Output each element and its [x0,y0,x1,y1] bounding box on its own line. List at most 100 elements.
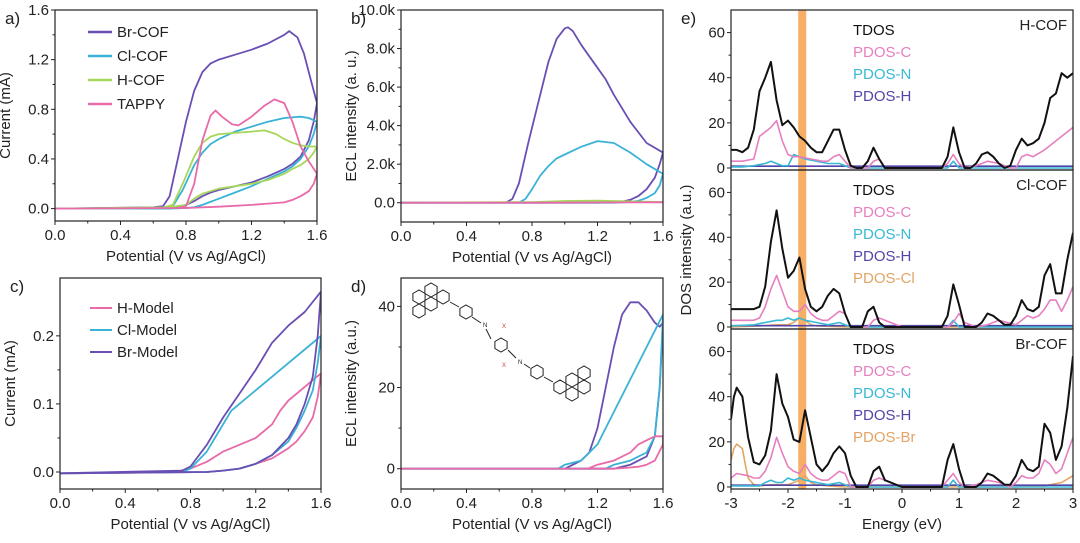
x-tick-label: 1.2 [587,495,608,512]
legend-label: Br-Model [117,344,178,361]
legend-label: PDOS-H [853,248,911,265]
panel-b: 0.0 0.4 0.8 1.2 1.6 0.0 2.0k 4.0k 6.0k 8.0k 10.0k P… [343,2,673,266]
y-tick-label: 60 [708,184,725,201]
x-axis-label: Potential (V vs Ag/AgCl) [452,249,612,266]
y-tick-label: 4.0k [367,118,396,135]
y-tick-label: 40 [708,70,725,87]
series-line-cl-model [401,313,663,470]
series-line-pdos-br [731,443,1073,488]
subplot-title: Cl-COF [1016,177,1067,194]
legend-label: PDOS-H [853,407,911,424]
y-axis-label: DOS intensity (a.u.) [678,185,695,316]
panel-label: e) [681,9,696,28]
y-tick-label: 0 [717,160,725,177]
x-tick-label: 1.6 [307,227,328,244]
x-tick-label: 1.6 [311,495,332,512]
series-line-br-cof [55,30,317,210]
benzene-ring [494,337,508,353]
y-axis-label: ECL intensity (a.u.) [343,320,360,447]
series-line-pdos-n [731,153,1073,169]
series-line-tdos [731,209,1073,328]
x-tick-label: 0.8 [522,228,543,245]
molecule-structure-inset: N X X N [412,282,591,402]
y-tick-label: 2.0k [367,156,396,173]
series-line-h-model [401,435,663,470]
y-tick-label: 0 [717,479,725,496]
series-line-h-cof [55,129,317,210]
series-line-pdos-c [731,119,1073,169]
x-tick-label: 0.8 [180,495,201,512]
x-tick-label: 1.6 [653,495,674,512]
series-line-pdos-n [731,477,1073,488]
benzene-ring [577,365,591,381]
plot-frame [59,277,322,490]
legend-label: PDOS-C [853,204,912,221]
y-tick-label: 0.4 [28,151,49,168]
bond [543,376,554,383]
legend-label: TDOS [853,341,895,358]
subplot-cl-cof: 0 20 40 60 Cl-COF TDOS PDOS-C PDOS-N PDOS-H PDOS-… [708,169,1074,336]
plot-frame [54,9,318,222]
x-tick-label: 0 [898,495,906,512]
y-axis-label: Current (mA) [0,72,14,159]
y-tick-label: 1.2 [28,52,49,69]
y-tick-label: 8.0k [367,41,396,58]
benzene-ring [577,379,591,395]
series-group [401,26,663,204]
series-group [731,355,1073,488]
benzene-ring [565,372,579,388]
series-line-br-model [401,301,663,470]
y-tick-label: 0.0 [28,201,49,218]
plot-frame [400,277,664,490]
panel-label: d) [351,277,366,296]
series-line-pdos-c [731,274,1073,328]
legend-label: H-COF [117,72,165,89]
series-group [731,209,1073,328]
nitrogen-label: N [518,360,522,366]
legend-label: PDOS-N [853,66,911,83]
y-tick-label: 40 [708,229,725,246]
legend-label: PDOS-C [853,44,912,61]
x-tick-label: 1.2 [587,228,608,245]
y-tick-label: 60 [708,344,725,361]
panel-label: c) [10,277,24,296]
x-axis-label: Potential (V vs Ag/AgCl) [110,516,270,533]
x-tick-label: 1.2 [245,495,266,512]
benzene-ring [530,364,544,380]
y-tick-label: 0.2 [33,328,54,345]
legend-label: PDOS-C [853,363,912,380]
y-tick-label: 60 [708,25,725,42]
x-tick-label: 1.6 [653,228,674,245]
series-line-tappy [55,98,317,210]
legend-label: H-Model [117,300,174,317]
subplot-br-cof: 0 20 40 60 Br-COF TDOS PDOS-C PDOS-N PDOS-H PDOS-… [708,328,1074,496]
y-tick-label: 20 [708,115,725,132]
y-tick-label: 0 [717,319,725,336]
y-tick-label: 40 [378,298,395,315]
x-tick-label: 0.8 [522,495,543,512]
benzene-ring [553,379,567,395]
panel-a: 0.0 0.4 0.8 1.2 1.6 0.0 0.4 0.8 1.2 1.6 Potential … [0,2,327,265]
nitrogen-label: N [483,323,487,329]
x-tick-label: 1.2 [241,227,262,244]
x-axis-label: Energy (eV) [862,516,942,533]
y-tick-label: 0.0 [33,464,54,481]
legend-label: PDOS-Cl [853,270,915,287]
y-tick-label: 0.0 [374,195,395,212]
x-axis-label: Potential (V vs Ag/AgCl) [106,248,266,265]
x-tick-label: -2 [781,495,794,512]
series-line-h-model [60,372,321,475]
benzene-ring [424,282,438,298]
legend: H-Model Cl-Model Br-Model [90,300,178,361]
legend-label: PDOS-N [853,385,911,402]
subplot-h-cof: 0 20 40 60 H-COF TDOS PDOS-C PDOS-N PDOS-H [708,9,1074,177]
y-tick-label: 20 [708,274,725,291]
legend-label: TDOS [853,22,895,39]
bond [507,349,517,359]
series-line-br-model [60,290,321,475]
series-line-pdos-c [731,436,1073,488]
x-tick-label: 0.8 [176,227,197,244]
legend-label: TAPPY [117,96,165,113]
y-axis-label: ECL intensity (a. u.) [343,50,360,181]
